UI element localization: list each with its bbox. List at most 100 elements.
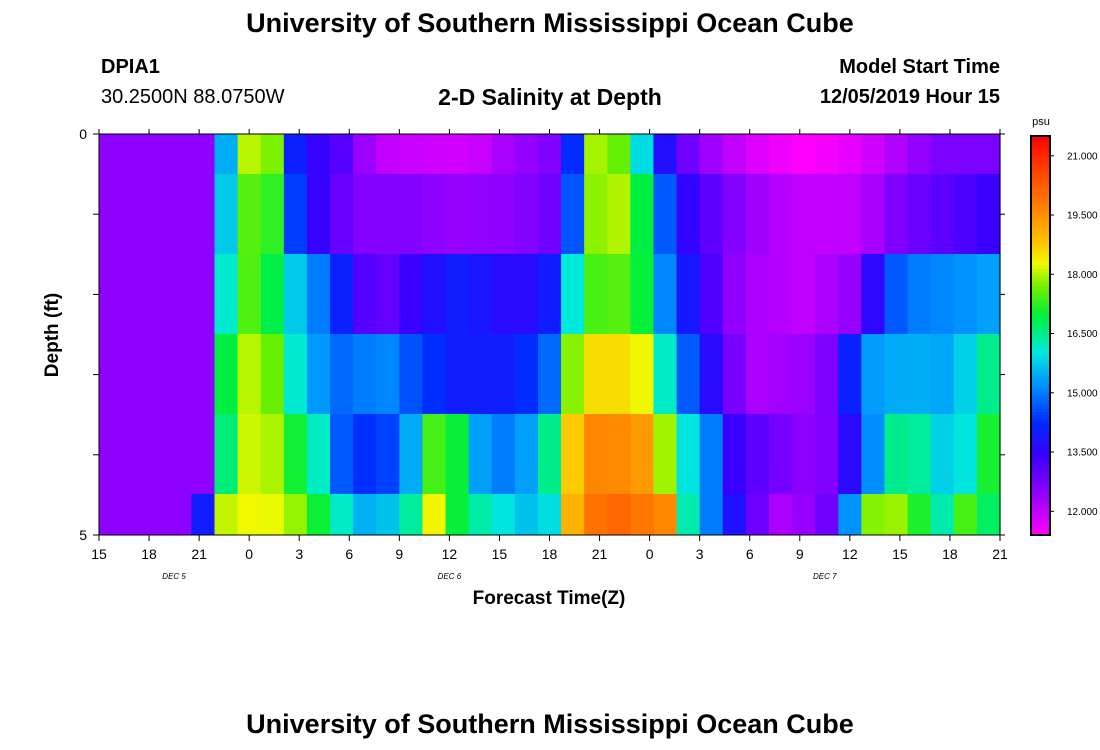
colorbar-swatch [1031,229,1050,234]
y-tick-label: 0 [79,126,87,142]
x-tick-label: 9 [395,546,403,562]
heatmap-cell [330,494,354,535]
heatmap-cell [353,494,377,535]
heatmap-cell [491,134,516,174]
heatmap-cell [376,254,400,334]
heatmap-cell [584,134,608,174]
heatmap-cell [168,174,193,254]
heatmap-cell [491,414,516,494]
heatmap-cell [722,494,747,535]
colorbar-tick-label: 15.000 [1067,388,1098,399]
heatmap-cell [792,254,816,334]
heatmap-cell [653,494,678,535]
heatmap-cell [607,174,631,254]
colorbar-swatch [1031,252,1050,257]
colorbar-swatch [1031,421,1050,426]
heatmap-cell [491,174,516,254]
colorbar-tick-label: 18.000 [1067,270,1098,281]
heatmap-cell [214,174,239,254]
colorbar-swatch [1031,169,1050,174]
heatmap-cell [514,174,539,254]
heatmap-cell [584,494,608,535]
heatmap-cell [283,174,308,254]
colorbar-swatch [1031,445,1050,450]
heatmap-cell [676,494,701,535]
colorbar-swatch [1031,259,1050,263]
colorbar-swatch [1031,219,1050,224]
colorbar-swatch [1031,185,1050,190]
x-tick-label: 9 [796,546,804,562]
heatmap-cell [422,414,447,494]
colorbar-swatch [1031,265,1050,270]
heatmap-cell [191,494,216,535]
heatmap-cell [607,414,631,494]
colorbar-swatch [1031,322,1050,327]
heatmap-cell [907,414,932,494]
model-start-value: 12/05/2019 Hour 15 [819,86,1000,108]
heatmap-cell [468,254,493,334]
x-day-label: DEC 7 [813,572,837,581]
heatmap-cell [976,174,1001,254]
heatmap-cell [99,334,123,414]
heatmap-cell [861,414,886,494]
colorbar-swatch [1031,431,1050,436]
colorbar-swatch [1031,155,1050,160]
heatmap-cell [584,414,608,494]
colorbar-swatch [1031,352,1050,357]
colorbar-swatch [1031,481,1050,486]
heatmap-cell [122,334,146,414]
heatmap-cell [445,254,470,334]
colorbar-tick-label: 12.000 [1067,507,1098,518]
heatmap-cell [514,414,539,494]
colorbar-swatch [1031,139,1050,144]
colorbar-tick-label: 16.500 [1067,329,1098,340]
heatmap-cell [445,134,470,174]
heatmap-cell [468,334,493,414]
heatmap-cell [838,414,862,494]
heatmap-cell [330,254,354,334]
colorbar-swatch [1031,288,1050,293]
heatmap-cell [607,254,631,334]
colorbar-swatch [1031,392,1050,396]
heatmap-cell [168,254,193,334]
heatmap-cell [722,334,747,414]
heatmap-cell [884,254,909,334]
heatmap-cell [953,134,978,174]
heatmap-cell [561,134,585,174]
heatmap-cell [237,414,262,494]
heatmap-cell [214,334,239,414]
colorbar-swatch [1031,441,1050,446]
heatmap-cell [653,334,678,414]
heatmap-cell [838,134,862,174]
heatmap-cell [237,334,262,414]
heatmap-cell [353,174,377,254]
x-tick-label: 21 [592,546,608,562]
heatmap-cell [630,174,655,254]
heatmap-cell [699,494,724,535]
colorbar-swatch [1031,528,1050,533]
heatmap-cell [214,254,239,334]
heatmap-cell [537,414,562,494]
heatmap-cell [930,414,955,494]
heatmap-cell [699,334,724,414]
heatmap-cell [145,494,169,535]
heatmap-cell [468,134,493,174]
colorbar-swatch [1031,202,1050,207]
heatmap-cell [699,174,724,254]
heatmap-cell [676,254,701,334]
colorbar-swatch [1031,175,1050,180]
heatmap-cell [745,254,770,334]
heatmap-cell [561,334,585,414]
colorbar-swatch [1031,468,1050,473]
heatmap-cell [699,414,724,494]
colorbar-swatch [1031,235,1050,240]
colorbar-swatch [1031,255,1050,260]
x-tick-label: 15 [892,546,908,562]
heatmap-cell [376,414,400,494]
heatmap-cell [306,254,331,334]
heatmap-cell [191,254,216,334]
colorbar-swatch [1031,475,1050,480]
colorbar-swatch [1031,332,1050,337]
heatmap-cell [699,254,724,334]
colorbar-swatch [1031,488,1050,493]
